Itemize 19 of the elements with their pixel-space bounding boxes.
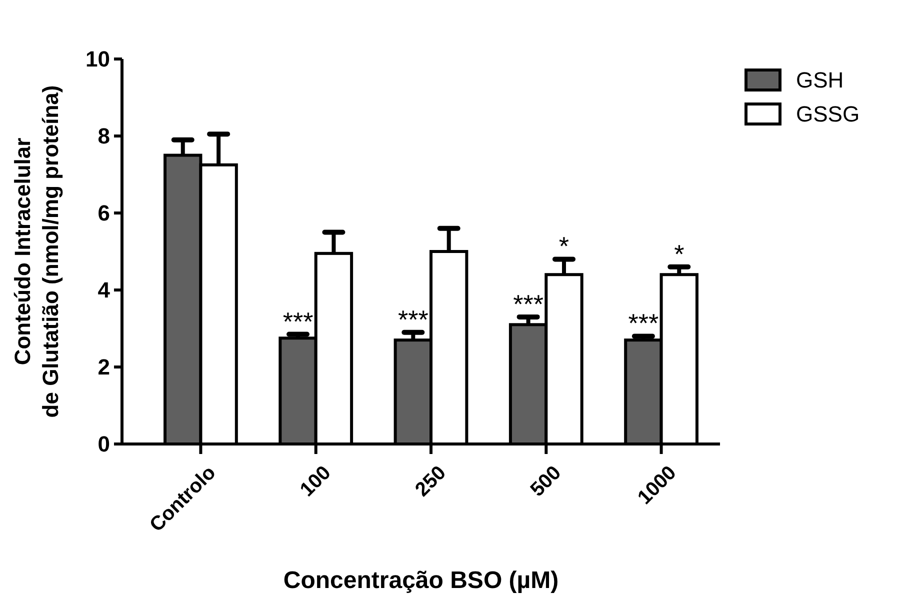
annotation: *** <box>282 306 314 336</box>
y-tick-label: 6 <box>98 200 110 226</box>
y-tick-label: 8 <box>98 124 110 149</box>
x-axis-title: Concentração BSO (µM) <box>283 567 559 594</box>
x-tick-label: 500 <box>526 462 566 502</box>
x-tick-label: 250 <box>411 462 450 502</box>
annotation: *** <box>513 288 544 319</box>
y-tick-label: 0 <box>98 432 110 457</box>
annotation: * <box>558 231 570 262</box>
y-tick-label: 2 <box>98 354 110 380</box>
legend-label: GSH <box>796 68 844 93</box>
x-tick-label: 100 <box>296 462 336 502</box>
y-tick-label: 10 <box>86 46 110 72</box>
legend-label: GSSG <box>796 102 860 127</box>
y-tick-label: 4 <box>98 278 111 303</box>
annotation: * <box>674 238 684 269</box>
annotation: *** <box>398 304 428 334</box>
y-axis-title: Conteúdo Intracelular de Glutatião (nmol/mg proteína) <box>10 85 63 418</box>
annotation: *** <box>628 308 659 338</box>
